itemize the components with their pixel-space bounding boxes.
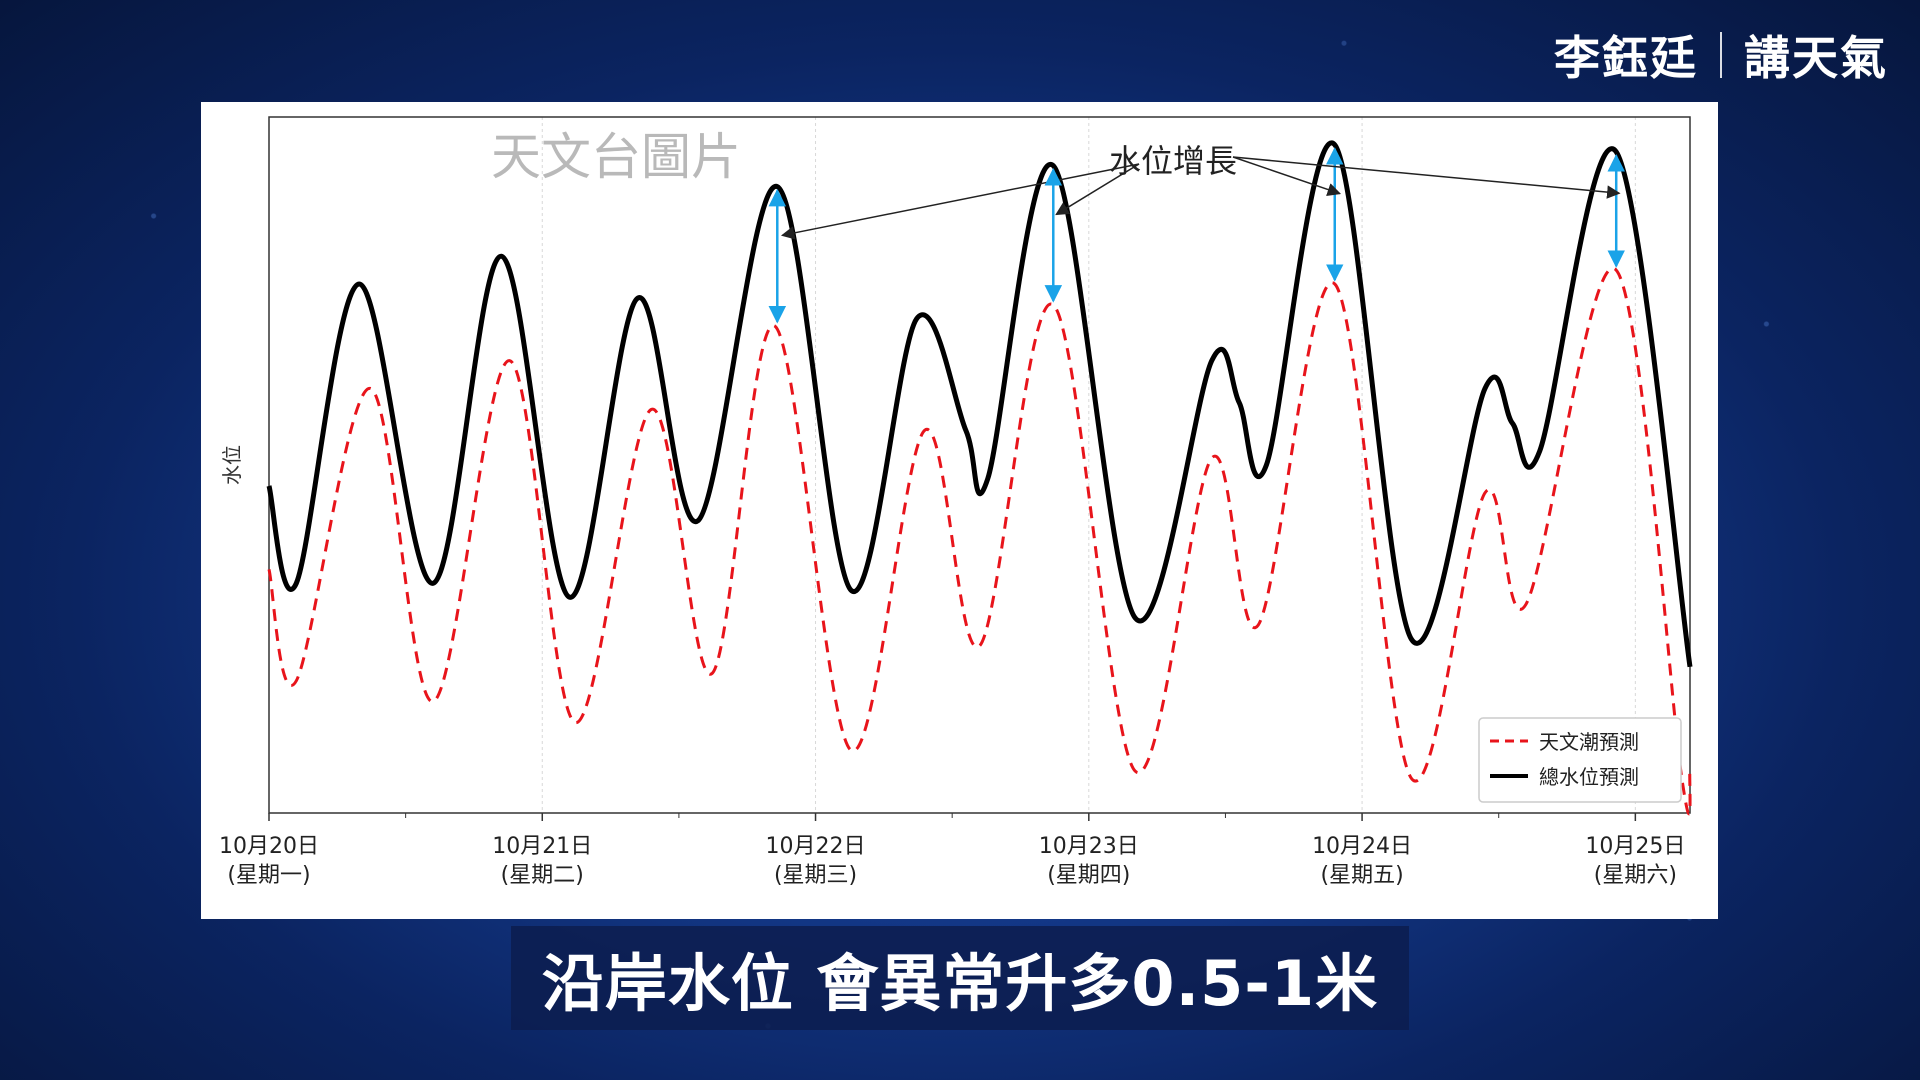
brand-channel: 講天氣 <box>1744 31 1888 85</box>
x-tick-sublabel: (星期一) <box>227 863 310 888</box>
x-tick-label: 10月23日 <box>1039 834 1139 859</box>
x-tick-sublabel: (星期三) <box>774 863 857 888</box>
brand-name: 李鈺廷 <box>1554 31 1698 85</box>
x-tick-label: 10月25日 <box>1585 834 1685 859</box>
brand-divider <box>1720 32 1722 78</box>
annotation-label: 水位增長 <box>1109 142 1237 180</box>
x-tick-label: 10月21日 <box>492 834 592 859</box>
legend-box <box>1478 717 1682 803</box>
legend-label-total: 總水位預測 <box>1539 765 1639 789</box>
legend-label-astronomical: 天文潮預測 <box>1539 730 1639 754</box>
x-tick-sublabel: (星期四) <box>1047 863 1130 888</box>
x-tick-sublabel: (星期六) <box>1594 863 1677 888</box>
tide-chart: 天文台圖片 水位 水位增長 10月20日(星期一)10月21日(星期二)10月2… <box>219 116 1693 888</box>
annotation-pointer <box>780 163 1140 240</box>
x-axis: 10月20日 (星期一) 10月21日 (星期二) 10月22日 (星期三) 10月23日 (… <box>219 813 1685 888</box>
arrow-layer <box>768 147 1625 324</box>
subtitle-text: 沿岸水位 會異常升多0.5-1米 <box>541 947 1379 1020</box>
series-line-astronomical <box>267 266 1692 816</box>
x-tick-label: 10月24日 <box>1312 834 1412 859</box>
x-tick-label: 10月22日 <box>766 834 866 859</box>
legend: 天文潮預測 總水位預測 <box>1478 717 1682 803</box>
annotation-pointer <box>1232 156 1342 197</box>
subtitle-caption: 沿岸水位 會異常升多0.5-1米 <box>511 926 1409 1030</box>
annotation-pointer <box>1055 163 1140 216</box>
x-tick-sublabel: (星期二) <box>501 863 584 888</box>
channel-brand: 李鈺廷 講天氣 <box>1554 22 1888 88</box>
series-line-total <box>266 140 1693 668</box>
y-axis-label: 水位 <box>220 445 244 485</box>
x-tick-sublabel: (星期五) <box>1320 863 1403 888</box>
x-tick-label: 10月20日 <box>219 834 319 859</box>
grid-lines <box>268 117 1636 813</box>
series-layer <box>266 140 1693 816</box>
plot-frame <box>268 116 1691 814</box>
chart-panel: 天文台圖片 水位 水位增長 10月20日 (星期一) 10月21日 (星期二) 10月2… <box>201 102 1718 919</box>
annotation-pointer <box>1232 156 1621 199</box>
watermark-text: 天文台圖片 <box>491 128 741 186</box>
